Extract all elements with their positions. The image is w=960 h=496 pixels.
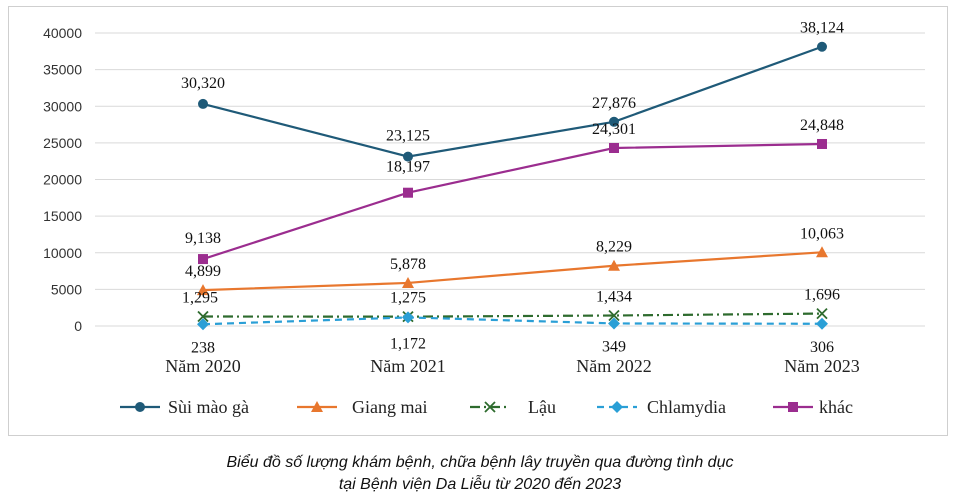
y-tick-label: 15000 [43, 208, 82, 224]
data-label: 349 [602, 338, 626, 355]
data-point-marker [608, 259, 620, 271]
x-category-label: Năm 2022 [576, 356, 652, 376]
data-label: 1,275 [390, 290, 426, 307]
legend-marker [788, 402, 798, 412]
data-point-marker [816, 246, 828, 258]
y-tick-label: 5000 [51, 281, 82, 297]
data-label: 1,295 [182, 290, 218, 307]
line-chart: 0 5000 10000 15000 20000 25000 30000 35000 40000… [43, 20, 925, 417]
data-point-marker [817, 41, 827, 52]
data-point-marker [403, 187, 413, 198]
data-point-marker [817, 138, 827, 149]
series-line-Chlamydia [202, 316, 823, 326]
data-point-marker [197, 310, 209, 323]
data-point-marker [816, 317, 828, 330]
legend-label: Chlamydia [647, 397, 726, 417]
data-label: 5,878 [390, 256, 426, 273]
data-label: 4,899 [185, 263, 221, 280]
data-point-marker [608, 317, 620, 330]
data-point-marker [402, 311, 414, 324]
data-label: 38,124 [800, 20, 844, 37]
chart-frame [8, 6, 948, 436]
series-line-Lậu [202, 312, 823, 318]
data-label: 9,138 [185, 230, 221, 247]
y-tick-label: 25000 [43, 135, 82, 151]
data-point-marker [608, 309, 620, 322]
data-label: 27,876 [592, 95, 636, 112]
data-label: 24,301 [592, 121, 636, 138]
legend-label: Giang mai [352, 397, 427, 417]
data-label: 1,434 [596, 288, 632, 305]
chart-caption-line1: Biểu đồ số lượng khám bệnh, chữa bệnh lâ… [226, 454, 734, 471]
y-tick-label: 0 [74, 318, 82, 334]
data-point-marker [198, 254, 208, 265]
data-label: 1,172 [390, 335, 426, 352]
data-label: 24,848 [800, 117, 844, 134]
series-line-Giang mai [202, 251, 823, 292]
x-category-label: Năm 2021 [370, 356, 446, 376]
data-label: 30,320 [181, 75, 225, 92]
x-category-label: Năm 2020 [165, 356, 241, 376]
x-category-label: Năm 2023 [784, 356, 860, 376]
legend-marker [611, 401, 623, 413]
data-label: 238 [191, 339, 215, 356]
legend-marker [311, 401, 323, 412]
y-tick-label: 35000 [43, 62, 82, 78]
y-tick-label: 30000 [43, 98, 82, 114]
data-label: 18,197 [386, 159, 430, 176]
legend-marker [135, 402, 145, 412]
data-point-marker [198, 98, 208, 109]
legend-marker [484, 401, 496, 413]
data-point-marker [197, 284, 209, 296]
data-point-marker [609, 142, 619, 153]
data-point-marker [197, 318, 209, 331]
series-line-khác [202, 142, 823, 261]
legend-label: Lậu [528, 397, 556, 417]
legend-label: khác [819, 397, 853, 417]
chart-caption-line2: tại Bệnh viện Da Liễu từ 2020 đến 2023 [338, 476, 622, 493]
data-point-marker [402, 276, 414, 288]
legend-label: Sùi mào gà [168, 397, 249, 417]
series-line-Sùi mào gà [202, 45, 823, 158]
data-point-marker [609, 116, 619, 127]
data-label: 10,063 [800, 225, 844, 242]
data-label: 8,229 [596, 239, 632, 256]
data-label: 306 [810, 339, 834, 356]
data-point-marker [403, 151, 413, 162]
y-tick-label: 40000 [43, 25, 82, 41]
y-tick-label: 10000 [43, 245, 82, 261]
y-tick-label: 20000 [43, 172, 82, 188]
data-label: 1,696 [804, 287, 840, 304]
data-point-marker [816, 307, 828, 320]
data-label: 23,125 [386, 128, 430, 145]
